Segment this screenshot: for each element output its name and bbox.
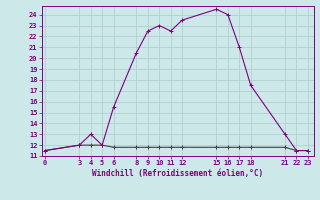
X-axis label: Windchill (Refroidissement éolien,°C): Windchill (Refroidissement éolien,°C) [92, 169, 263, 178]
